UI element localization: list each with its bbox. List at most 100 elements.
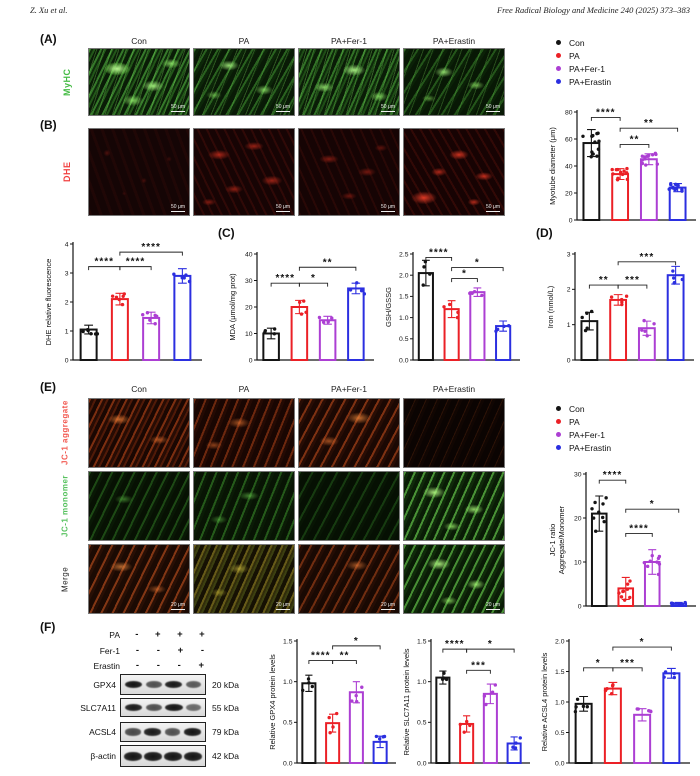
panel-label-b: (B) <box>40 118 57 132</box>
data-point <box>625 171 629 175</box>
data-point <box>620 300 624 304</box>
data-point <box>153 322 157 326</box>
data-point <box>622 169 626 173</box>
data-point <box>114 295 119 300</box>
scale-bar: 20 μm <box>381 602 395 610</box>
data-point <box>514 741 518 745</box>
data-point <box>310 684 315 689</box>
data-point <box>382 734 387 739</box>
y-tick-label: 0.0 <box>417 760 427 767</box>
data-point <box>85 327 90 332</box>
data-point <box>617 591 621 595</box>
scale-bar: 50 μm <box>171 204 185 212</box>
bar-PA <box>110 298 129 361</box>
row-label-jc1-aggregate: JC-1 aggregate <box>60 400 70 466</box>
blot-lane-box <box>120 722 206 742</box>
legend-dot <box>556 40 561 45</box>
blot-band <box>164 751 182 761</box>
y-tick-label: 1.0 <box>555 699 565 706</box>
y-tick-label: 0 <box>569 217 573 224</box>
sig-bracket <box>466 648 515 653</box>
sig-bracket <box>298 266 357 271</box>
chart-slc7a11: 0.0 0.5 1.0 1.5 Relative SLC7A11 protein lev… <box>402 627 532 773</box>
sig-label: **** <box>596 107 616 118</box>
data-point <box>574 705 578 709</box>
data-point <box>350 699 354 703</box>
blot-kda-label: 79 kDa <box>212 727 239 737</box>
data-point <box>458 722 463 727</box>
data-point <box>110 294 115 298</box>
data-point <box>671 269 675 273</box>
data-point <box>601 515 605 520</box>
sig-bracket <box>332 660 357 665</box>
y-tick-label: 20 <box>245 304 253 311</box>
treatment-symbol: + <box>198 660 205 671</box>
micrograph-jc1-aggregate-pa-fer1 <box>298 398 400 468</box>
data-point <box>444 677 449 682</box>
data-point <box>643 157 647 161</box>
column-label-Con: Con <box>131 384 147 394</box>
y-tick-label: 10 <box>245 331 253 338</box>
y-axis-label: MDA (μmol/mg prot) <box>228 273 237 341</box>
sig-label: * <box>311 273 316 284</box>
sig-label: **** <box>629 523 649 534</box>
data-point <box>331 725 335 729</box>
data-point <box>619 297 624 302</box>
bar-PA+Fer-1 <box>469 291 486 361</box>
legend-dot <box>556 53 561 58</box>
data-point <box>597 139 601 143</box>
legend-label: Con <box>569 37 585 48</box>
bar-chart: 0.0 0.5 1.0 1.5 Relative GPX4 protein levels… <box>268 636 396 767</box>
data-point <box>683 600 687 605</box>
bar-PA <box>290 306 309 361</box>
data-point <box>348 288 353 292</box>
error-bar <box>473 287 482 297</box>
blot-kda-label: 55 kDa <box>212 702 239 713</box>
data-point <box>667 187 671 191</box>
error-bar <box>579 695 589 712</box>
blot-band <box>124 703 143 712</box>
y-tick-label: 2.5 <box>399 251 409 258</box>
data-point <box>377 737 382 741</box>
y-tick-label: 0.5 <box>417 720 427 727</box>
data-point <box>585 311 589 315</box>
data-point <box>89 331 93 336</box>
treatment-symbol: - <box>135 660 140 671</box>
sig-label: ** <box>644 118 654 129</box>
data-point <box>589 155 593 159</box>
data-point <box>172 272 176 276</box>
blot-band <box>124 728 141 736</box>
blot-protein-label: ACSL4 <box>89 727 116 737</box>
data-point <box>585 705 589 709</box>
y-tick-label: 2 <box>567 287 571 294</box>
blot-band <box>145 680 162 689</box>
y-tick-label: 1.0 <box>283 679 293 686</box>
data-point <box>272 332 277 336</box>
blot-lane-box <box>120 745 206 767</box>
legend-label: PA+Fer-1 <box>569 429 605 440</box>
blot-row-SLC7A11: SLC7A11 55 kDa <box>46 698 306 717</box>
error-bar <box>447 300 456 319</box>
data-point <box>645 334 649 338</box>
legend-item-PA+Erastin: PA+Erastin <box>556 441 611 454</box>
column-label-Con: Con <box>131 36 147 46</box>
data-point <box>507 324 511 328</box>
sig-label: ** <box>340 651 350 662</box>
data-point <box>184 273 188 277</box>
data-point <box>672 276 676 280</box>
data-point <box>615 178 620 182</box>
blot-protein-label: SLC7A11 <box>80 702 116 713</box>
sig-bracket <box>425 256 453 261</box>
data-point <box>335 711 339 716</box>
blot-band <box>164 680 183 689</box>
panel-label-d: (D) <box>536 226 553 240</box>
bar-PA+Erastin <box>662 672 681 764</box>
y-tick-label: 1.5 <box>399 294 409 301</box>
micrograph-jc1-aggregate-pa <box>193 398 295 468</box>
panel-a-column-labels: Con PA PA+Fer-1 PA+Erastin <box>88 36 508 46</box>
data-point <box>493 683 498 687</box>
data-point <box>354 699 359 704</box>
legend-dot <box>556 406 561 411</box>
bar-PA <box>611 173 630 221</box>
blot-band <box>183 728 202 736</box>
